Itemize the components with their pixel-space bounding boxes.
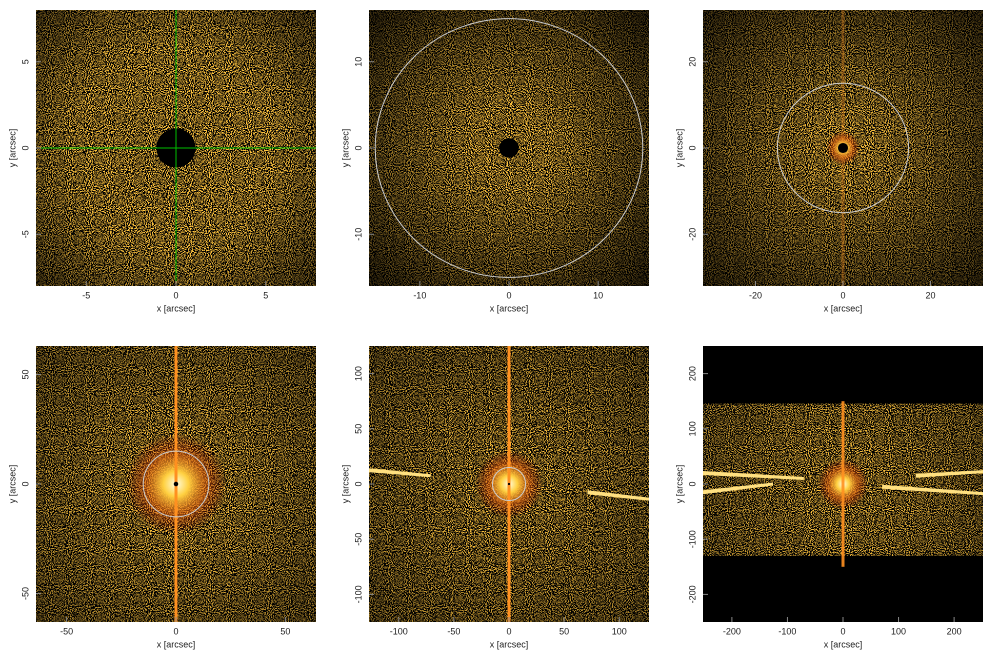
x-tick-label: -200 bbox=[723, 626, 741, 636]
y-tick-label: -200 bbox=[687, 585, 697, 603]
y-tick-label: 200 bbox=[687, 366, 697, 381]
streak bbox=[703, 482, 773, 495]
y-tick-label: -5 bbox=[20, 230, 30, 238]
readout-streak bbox=[841, 401, 845, 567]
x-tick-label: -10 bbox=[413, 290, 426, 300]
x-tick-label: 0 bbox=[173, 290, 178, 300]
y-tick-label: 0 bbox=[353, 481, 363, 486]
panel bbox=[36, 346, 316, 622]
y-axis-label: y [arcsec] bbox=[7, 465, 17, 504]
y-tick-label: 20 bbox=[687, 57, 697, 67]
x-tick-label: 20 bbox=[925, 290, 935, 300]
panel bbox=[703, 10, 983, 286]
y-tick-label: 50 bbox=[353, 424, 363, 434]
y-tick-label: -50 bbox=[20, 587, 30, 600]
image-hole bbox=[499, 138, 519, 158]
x-axis-label: x [arcsec] bbox=[490, 303, 529, 313]
image-hole bbox=[837, 142, 849, 154]
region-circle bbox=[142, 450, 210, 518]
x-tick-label: -20 bbox=[749, 290, 762, 300]
y-tick-label: 0 bbox=[20, 145, 30, 150]
streak bbox=[915, 470, 983, 478]
panel bbox=[703, 346, 983, 622]
x-tick-label: 50 bbox=[559, 626, 569, 636]
y-axis-label: y [arcsec] bbox=[674, 129, 684, 168]
panel bbox=[369, 346, 649, 622]
x-tick-label: 10 bbox=[593, 290, 603, 300]
y-tick-label: 0 bbox=[687, 145, 697, 150]
x-tick-label: 100 bbox=[612, 626, 627, 636]
x-tick-label: 200 bbox=[947, 626, 962, 636]
panel bbox=[369, 10, 649, 286]
x-tick-label: -100 bbox=[390, 626, 408, 636]
y-tick-label: 5 bbox=[20, 59, 30, 64]
region-circle bbox=[776, 82, 910, 214]
y-axis-label: y [arcsec] bbox=[7, 129, 17, 168]
y-tick-label: 0 bbox=[687, 481, 697, 486]
y-tick-label: -10 bbox=[353, 228, 363, 241]
x-tick-label: 100 bbox=[891, 626, 906, 636]
y-tick-label: -100 bbox=[687, 530, 697, 548]
x-tick-label: 0 bbox=[840, 626, 845, 636]
x-tick-label: -5 bbox=[82, 290, 90, 300]
y-tick-label: 10 bbox=[353, 57, 363, 67]
streak bbox=[882, 484, 983, 496]
x-tick-label: -50 bbox=[60, 626, 73, 636]
x-tick-label: 50 bbox=[280, 626, 290, 636]
y-axis-label: y [arcsec] bbox=[674, 465, 684, 504]
x-axis-label: x [arcsec] bbox=[157, 303, 196, 313]
y-axis-label: y [arcsec] bbox=[340, 465, 350, 504]
y-tick-label: 100 bbox=[687, 421, 697, 436]
region-circle bbox=[374, 18, 644, 278]
x-tick-label: -100 bbox=[778, 626, 796, 636]
image-hole bbox=[507, 482, 511, 486]
x-tick-label: 0 bbox=[506, 626, 511, 636]
y-tick-label: 0 bbox=[20, 481, 30, 486]
y-tick-label: -100 bbox=[353, 585, 363, 603]
x-axis-label: x [arcsec] bbox=[824, 303, 863, 313]
image-hole bbox=[173, 481, 179, 487]
x-tick-label: 5 bbox=[263, 290, 268, 300]
region-circle bbox=[491, 466, 527, 502]
x-axis-label: x [arcsec] bbox=[490, 639, 529, 649]
y-axis-label: y [arcsec] bbox=[340, 129, 350, 168]
y-tick-label: -20 bbox=[687, 228, 697, 241]
y-tick-label: -50 bbox=[353, 533, 363, 546]
x-axis-label: x [arcsec] bbox=[824, 639, 863, 649]
streak bbox=[369, 468, 431, 478]
y-tick-label: 100 bbox=[353, 366, 363, 381]
x-tick-label: 0 bbox=[840, 290, 845, 300]
x-axis-label: x [arcsec] bbox=[157, 639, 196, 649]
x-tick-label: 0 bbox=[173, 626, 178, 636]
x-tick-label: -50 bbox=[447, 626, 460, 636]
y-tick-label: 50 bbox=[20, 369, 30, 379]
x-tick-label: 0 bbox=[506, 290, 511, 300]
panel bbox=[36, 10, 316, 286]
streak bbox=[703, 470, 804, 480]
streak bbox=[587, 490, 649, 501]
y-tick-label: 0 bbox=[353, 145, 363, 150]
